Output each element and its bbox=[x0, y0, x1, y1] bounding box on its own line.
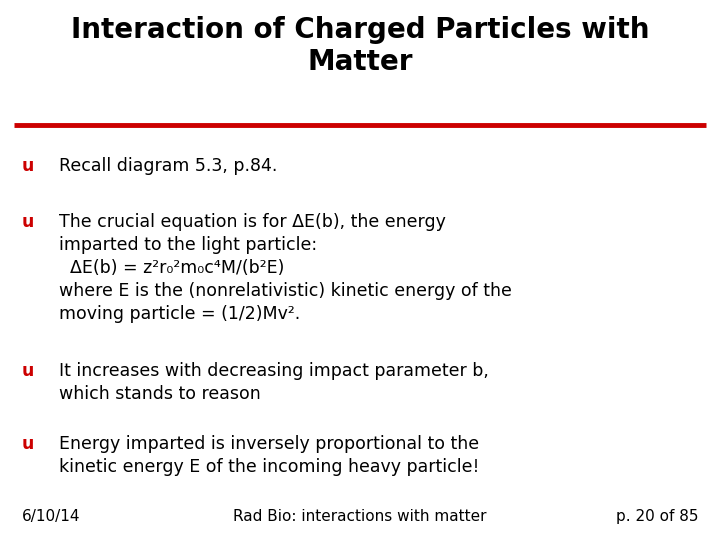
Text: Interaction of Charged Particles with
Matter: Interaction of Charged Particles with Ma… bbox=[71, 16, 649, 76]
Text: The crucial equation is for ΔE(b), the energy
imparted to the light particle:
  : The crucial equation is for ΔE(b), the e… bbox=[59, 213, 512, 323]
Text: Rad Bio: interactions with matter: Rad Bio: interactions with matter bbox=[233, 509, 487, 524]
Text: u: u bbox=[21, 157, 34, 174]
Text: 6/10/14: 6/10/14 bbox=[22, 509, 80, 524]
Text: u: u bbox=[21, 213, 34, 231]
Text: u: u bbox=[21, 435, 34, 453]
Text: Recall diagram 5.3, p.84.: Recall diagram 5.3, p.84. bbox=[59, 157, 277, 174]
Text: It increases with decreasing impact parameter b,
which stands to reason: It increases with decreasing impact para… bbox=[59, 362, 489, 403]
Text: u: u bbox=[21, 362, 34, 380]
Text: Energy imparted is inversely proportional to the
kinetic energy E of the incomin: Energy imparted is inversely proportiona… bbox=[59, 435, 480, 476]
Text: p. 20 of 85: p. 20 of 85 bbox=[616, 509, 698, 524]
